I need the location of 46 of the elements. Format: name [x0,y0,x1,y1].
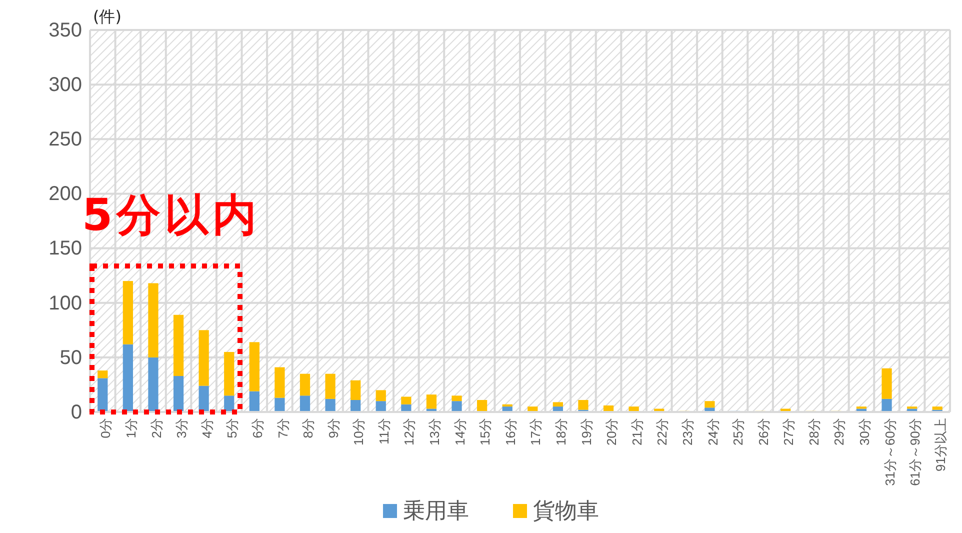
x-tick-label: 25分 [730,418,746,446]
x-tick-label: 21分 [629,418,644,446]
annotation: 5分以内 [82,190,261,241]
x-tick-label: 16分 [502,418,518,446]
x-tick-label: 4分 [199,418,214,438]
x-tick-label: 0分 [98,418,114,438]
x-tick-label: 23分 [680,418,695,446]
x-tick-label: 24分 [705,418,720,446]
x-tick-label: 27分 [781,418,796,446]
legend-label: 貨物車 [533,499,599,524]
x-tick-label: 3分 [174,418,190,438]
y-tick-label: 150 [48,238,82,260]
legend-label: 乗用車 [403,499,469,524]
x-tick-label: 29分 [832,418,847,446]
y-tick-label: 0 [70,401,82,424]
x-tick-label: 18分 [553,418,568,446]
y-tick-label: 250 [48,128,82,151]
x-tick-label: 31分～60分 [882,418,898,486]
x-tick-label: 8分 [300,418,316,438]
x-tick-label: 12分 [402,418,417,446]
y-axis-title: (件) [93,7,122,26]
x-tick-label: 91分以上 [932,418,948,472]
x-tick-label: 20分 [604,418,620,446]
x-tick-label: 15分 [478,418,493,446]
x-tick-label: 5分 [224,418,240,438]
x-tick-label: 10分 [351,418,366,446]
x-tick-label: 14分 [452,418,468,446]
x-tick-label: 11分 [376,418,392,444]
y-tick-label: 100 [48,292,82,314]
x-tick-label: 26分 [756,418,771,446]
x-tick-label: 61分～90分 [908,418,923,486]
x-tick-label: 17分 [528,418,544,446]
x-tick-label: 1分 [123,418,138,438]
x-tick-label: 13分 [427,418,442,446]
x-tick-label: 22分 [654,418,670,446]
x-tick-label: 2分 [148,418,164,438]
y-tick-label: 350 [48,19,82,42]
x-tick-label: 19分 [578,418,594,446]
y-tick-label: 50 [60,346,82,369]
x-tick-label: 7分 [275,418,290,438]
x-tick-label: 6分 [250,418,265,438]
x-tick-label: 30分 [857,418,872,446]
x-tick-label: 28分 [806,418,822,446]
x-tick-label: 9分 [326,418,341,438]
y-tick-label: 300 [48,74,82,96]
y-tick-label: 200 [48,183,82,206]
